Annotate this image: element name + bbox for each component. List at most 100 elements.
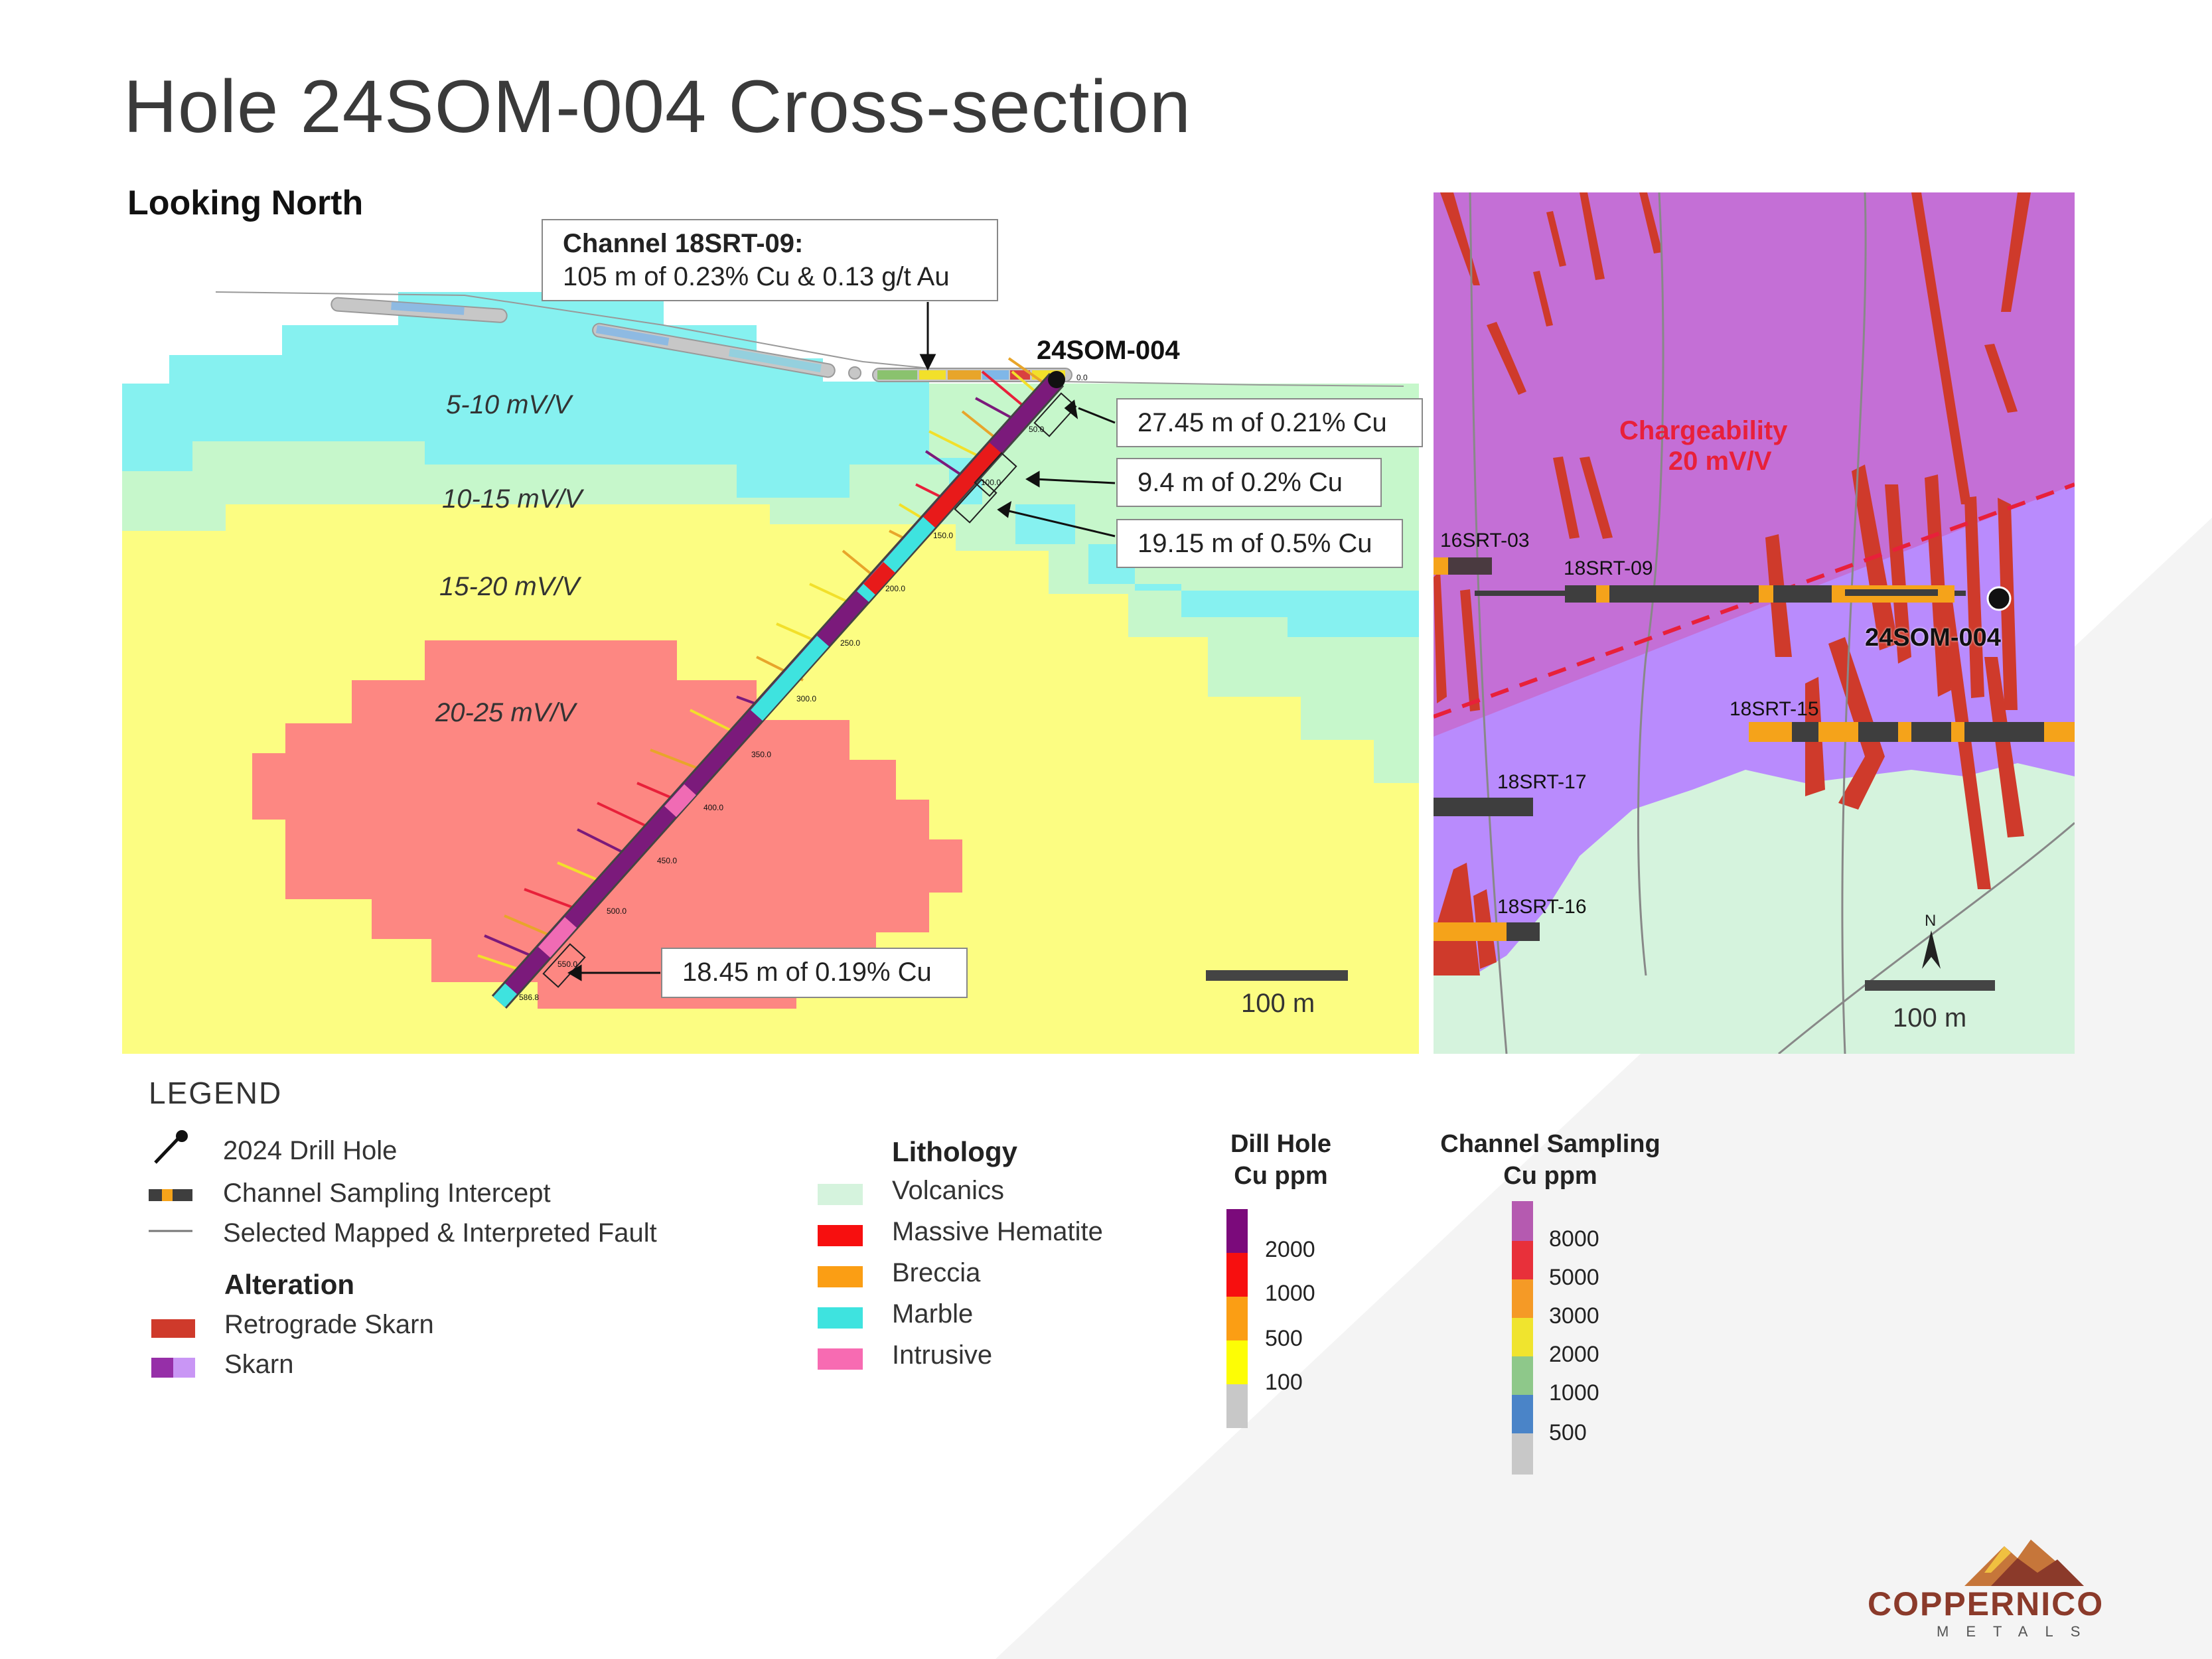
channel-callout-value: 105 m of 0.23% Cu & 0.13 g/t Au: [563, 262, 950, 291]
drill-ramp-band-purple: [1226, 1209, 1248, 1253]
callout-arrows: [567, 302, 1116, 981]
depth-marker: 200.0: [885, 584, 906, 593]
intercept-callout-1: 27.45 m of 0.21% Cu: [1116, 398, 1423, 447]
channel-callout: Channel 18SRT-09: 105 m of 0.23% Cu & 0.…: [542, 219, 998, 301]
channel-ramp-label: 2000: [1549, 1342, 1599, 1367]
depth-marker: 586.8: [519, 993, 540, 1002]
intercept-callout-2: 9.4 m of 0.2% Cu: [1116, 458, 1382, 507]
plan-map-panel: [1434, 192, 2075, 1054]
channel-ramp-label: 3000: [1549, 1303, 1599, 1329]
channel-ramp-heading-line2: Cu ppm: [1503, 1162, 1597, 1190]
legend-lithology-heading: Lithology: [892, 1136, 1017, 1167]
swatch-marble: [818, 1307, 863, 1329]
channel-ramp-label: 8000: [1549, 1226, 1599, 1252]
channel-ramp-band-orange: [1512, 1279, 1533, 1318]
swatch-massive-hematite: [818, 1225, 863, 1246]
swatch-skarn-light: [173, 1358, 195, 1378]
plan-faults: [1469, 192, 2075, 1054]
legend-drill-hole: 2024 Drill Hole: [223, 1136, 398, 1165]
drill-ramp-band-orange: [1226, 1297, 1248, 1340]
drill-ramp-label: 1000: [1265, 1281, 1315, 1306]
drill-hole-label: 24SOM-004: [1037, 336, 1180, 365]
channel-ramp-band-green: [1512, 1356, 1533, 1395]
depth-marker: 400.0: [703, 803, 724, 812]
depth-marker: 150.0: [933, 531, 954, 540]
channel-ramp-band-magenta: [1512, 1201, 1533, 1241]
drill-ramp-label: 2000: [1265, 1237, 1315, 1262]
drill-hole-icon: [154, 1130, 188, 1164]
chargeability-label-line1: Chargeability: [1619, 416, 1788, 445]
channel-intercept-icon: [149, 1189, 192, 1201]
swatch-breccia: [818, 1266, 863, 1287]
drill-ramp-label: 500: [1265, 1326, 1303, 1351]
legend-title: LEGEND: [149, 1076, 283, 1110]
legend-skarn: Skarn: [224, 1350, 294, 1379]
drill-ramp-heading: Dill Hole Cu ppm: [1195, 1128, 1367, 1192]
zone-label-10-15: 10-15 mV/V: [442, 484, 583, 514]
channel-ramp-band-yellow: [1512, 1318, 1533, 1356]
channel-label-16srt-03: 16SRT-03: [1440, 530, 1530, 551]
channel-ramp-label: 5000: [1549, 1265, 1599, 1290]
depth-marker: 50.0: [1029, 425, 1045, 434]
legend-retrograde-skarn: Retrograde Skarn: [224, 1310, 434, 1339]
legend-alteration-heading: Alteration: [224, 1269, 355, 1300]
legend-channel-intercept: Channel Sampling Intercept: [223, 1179, 551, 1208]
legend-intrusive: Intrusive: [892, 1340, 993, 1370]
view-direction-label: Looking North: [127, 184, 364, 222]
drill-ramp-band-grey: [1226, 1384, 1248, 1428]
north-arrow-icon: [1922, 930, 1941, 969]
plan-channels: [1434, 557, 2075, 941]
channel-ramp-label: 1000: [1549, 1380, 1599, 1406]
swatch-retrograde-skarn: [151, 1319, 195, 1338]
plan-collar-marker: [1986, 586, 2012, 611]
plan-scale-label: 100 m: [1893, 1003, 1967, 1033]
page-title: Hole 24SOM-004 Cross-section: [123, 65, 1192, 148]
drill-ramp-heading-line2: Cu ppm: [1234, 1162, 1328, 1190]
fault-icon: [149, 1230, 192, 1232]
coppernico-logo-icon: [1964, 1540, 2084, 1586]
drill-ramp-band-yellow: [1226, 1340, 1248, 1384]
drill-ramp-band-red: [1226, 1253, 1248, 1297]
logo-name: COPPERNICO: [1868, 1585, 2104, 1623]
intercept-callout-4: 18.45 m of 0.19% Cu: [661, 948, 968, 998]
cross-section-scale-bar: [1206, 970, 1348, 981]
zone-5-10-area: [122, 292, 1419, 637]
zone-label-20-25: 20-25 mV/V: [435, 698, 576, 727]
depth-marker: 500.0: [607, 906, 627, 916]
zone-label-5-10: 5-10 mV/V: [446, 390, 571, 419]
drill-ramp-heading-line1: Dill Hole: [1230, 1130, 1332, 1158]
legend-marble: Marble: [892, 1299, 974, 1329]
cross-section-scale-label: 100 m: [1241, 989, 1315, 1018]
channel-ramp-band-grey: [1512, 1433, 1533, 1475]
topography-line: [215, 291, 1404, 387]
logo-subname: METALS: [1937, 1623, 2098, 1640]
depth-marker: 300.0: [796, 694, 817, 703]
plan-scale-bar: [1865, 980, 1995, 991]
plan-hole-label: 24SOM-004: [1865, 624, 2001, 652]
channel-sample-tubes: [331, 297, 1072, 382]
depth-marker: 350.0: [751, 750, 772, 759]
channel-label-18srt-16: 18SRT-16: [1497, 896, 1587, 918]
depth-marker: 100.0: [981, 478, 1001, 487]
zone-10-15-area: [122, 384, 1419, 783]
legend-breccia: Breccia: [892, 1258, 981, 1287]
chargeability-label-line2: 20 mV/V: [1668, 447, 1772, 476]
channel-label-18srt-17: 18SRT-17: [1497, 771, 1587, 793]
channel-ramp-label: 500: [1549, 1420, 1587, 1445]
channel-label-18srt-15: 18SRT-15: [1730, 698, 1819, 720]
chargeability-label: Chargeability 20 mV/V: [1619, 415, 1787, 476]
swatch-skarn-dark: [151, 1358, 173, 1378]
swatch-volcanics: [818, 1184, 863, 1205]
drill-collar-marker: [1048, 371, 1065, 388]
intercept-callout-3: 19.15 m of 0.5% Cu: [1116, 519, 1403, 568]
depth-marker: 250.0: [840, 638, 861, 648]
zone-20-25-area: [252, 640, 962, 1009]
swatch-intrusive: [818, 1348, 863, 1370]
depth-marker: 0.0: [1076, 373, 1088, 382]
channel-ramp-band-red: [1512, 1241, 1533, 1279]
legend-massive-hematite: Massive Hematite: [892, 1217, 1103, 1246]
channel-ramp-band-blue: [1512, 1395, 1533, 1433]
legend-fault: Selected Mapped & Interpreted Fault: [223, 1218, 657, 1248]
depth-marker: 550.0: [557, 960, 578, 969]
